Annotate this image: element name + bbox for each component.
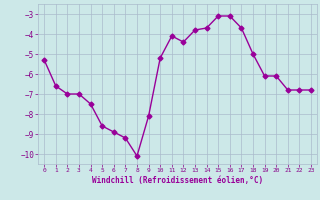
X-axis label: Windchill (Refroidissement éolien,°C): Windchill (Refroidissement éolien,°C) (92, 176, 263, 185)
